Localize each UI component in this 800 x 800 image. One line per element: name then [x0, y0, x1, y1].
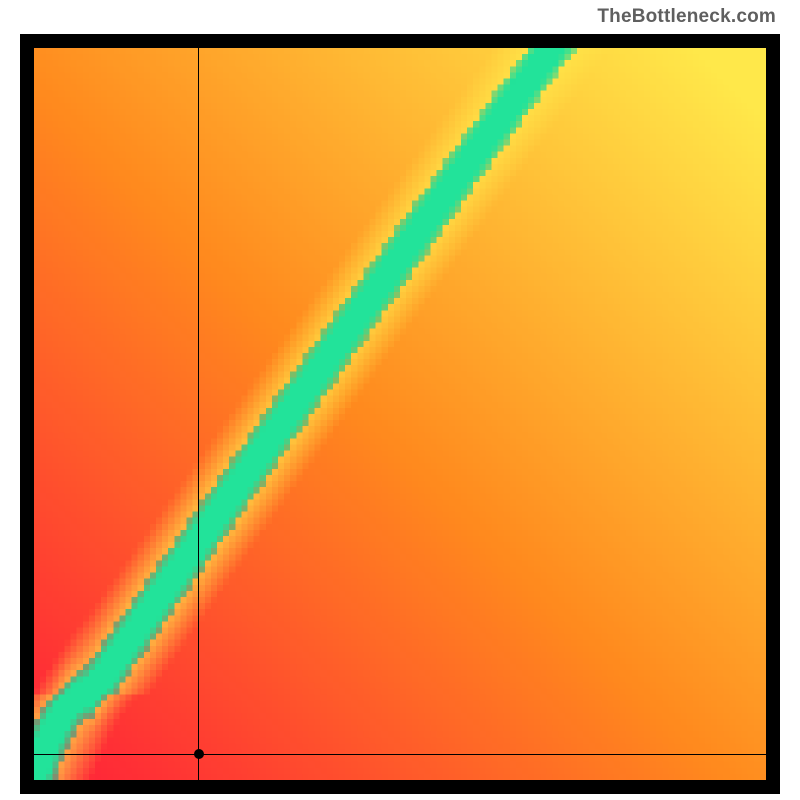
crosshair-horizontal: [34, 754, 766, 755]
bottleneck-heatmap: [34, 48, 766, 780]
attribution-text: TheBottleneck.com: [597, 6, 776, 28]
chart-container: TheBottleneck.com: [0, 0, 800, 800]
crosshair-vertical: [198, 48, 199, 780]
